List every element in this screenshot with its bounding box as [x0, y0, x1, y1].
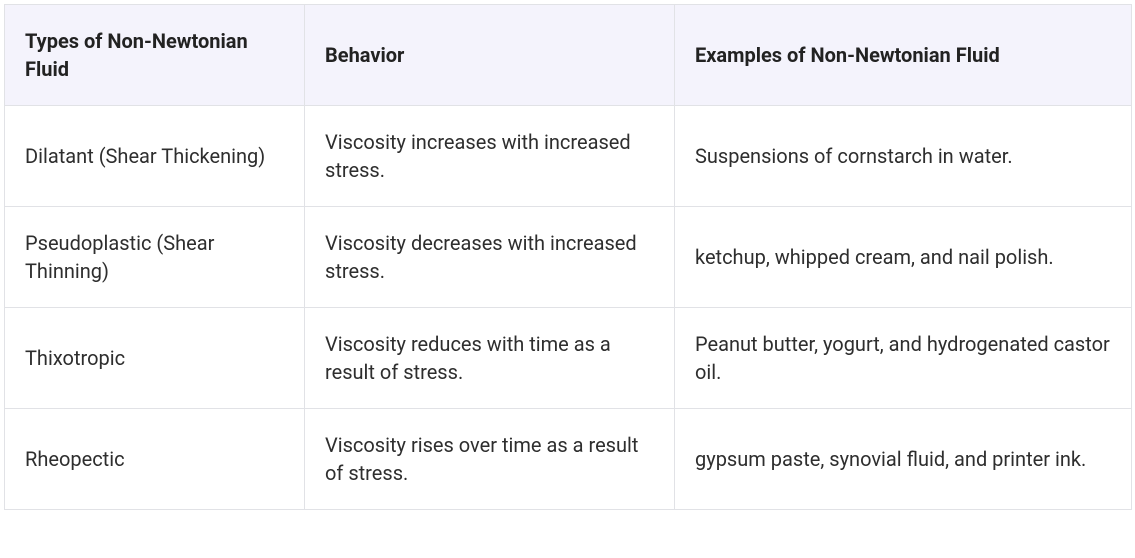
cell-type: Thixotropic [5, 308, 305, 409]
cell-examples: ketchup, whipped cream, and nail polish. [675, 207, 1132, 308]
cell-type: Pseudoplastic (Shear Thinning) [5, 207, 305, 308]
cell-behavior: Viscosity rises over time as a result of… [305, 409, 675, 510]
cell-type: Dilatant (Shear Thickening) [5, 106, 305, 207]
cell-examples: gypsum paste, synovial fluid, and printe… [675, 409, 1132, 510]
cell-behavior: Viscosity increases with increased stres… [305, 106, 675, 207]
col-header-type: Types of Non-Newtonian Fluid [5, 5, 305, 106]
table-row: Thixotropic Viscosity reduces with time … [5, 308, 1132, 409]
table-row: Pseudoplastic (Shear Thinning) Viscosity… [5, 207, 1132, 308]
cell-type: Rheopectic [5, 409, 305, 510]
cell-behavior: Viscosity decreases with increased stres… [305, 207, 675, 308]
cell-examples: Peanut butter, yogurt, and hydrogenated … [675, 308, 1132, 409]
col-header-behavior: Behavior [305, 5, 675, 106]
fluid-types-table: Types of Non-Newtonian Fluid Behavior Ex… [4, 4, 1132, 510]
cell-behavior: Viscosity reduces with time as a result … [305, 308, 675, 409]
col-header-examples: Examples of Non-Newtonian Fluid [675, 5, 1132, 106]
table-row: Rheopectic Viscosity rises over time as … [5, 409, 1132, 510]
table-header-row: Types of Non-Newtonian Fluid Behavior Ex… [5, 5, 1132, 106]
table-row: Dilatant (Shear Thickening) Viscosity in… [5, 106, 1132, 207]
cell-examples: Suspensions of cornstarch in water. [675, 106, 1132, 207]
